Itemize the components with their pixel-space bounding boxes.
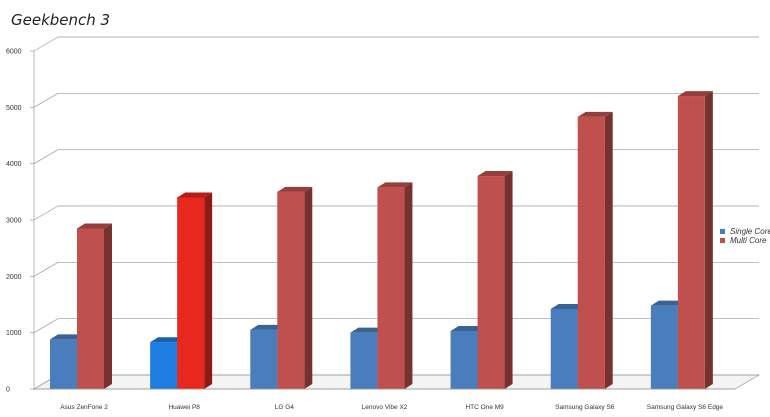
gridline-diag xyxy=(33,318,59,333)
y-tick-label: 3000 xyxy=(6,218,22,225)
bar-front xyxy=(350,332,378,389)
x-tick-label: LG G4 xyxy=(275,404,295,411)
bar-top xyxy=(77,223,112,229)
legend-swatch-single-core xyxy=(720,229,725,234)
x-tick-label: Huawei P8 xyxy=(168,404,200,411)
bar-top xyxy=(377,182,413,188)
bar-side xyxy=(604,111,613,389)
bar-side xyxy=(104,223,112,389)
x-tick-label: Samsung Galaxy S6 xyxy=(555,404,615,411)
legend-label-single-core: Single Core xyxy=(730,227,770,236)
bar-front xyxy=(677,96,705,390)
bar-front xyxy=(477,176,505,389)
bar-multi-core xyxy=(477,171,513,389)
chart-title: Geekbench 3 xyxy=(11,11,110,29)
bar-front xyxy=(50,339,77,389)
bar-multi-core xyxy=(377,182,413,389)
gridline-diag xyxy=(33,36,59,52)
bar-side xyxy=(204,192,213,389)
x-tick-label: Asus ZenFone 2 xyxy=(60,404,108,411)
bar-front xyxy=(550,309,578,389)
gridline-diag xyxy=(33,262,59,277)
x-tick-label: Samsung Galaxy S6 Edge xyxy=(647,404,724,411)
bar-front xyxy=(377,187,405,389)
y-tick-label: 6000 xyxy=(6,49,22,56)
bar-top xyxy=(177,192,213,198)
bar-side xyxy=(404,182,413,389)
bar-top xyxy=(250,324,286,330)
legend-swatch-multi-core xyxy=(720,238,725,243)
y-tick-label: 5000 xyxy=(6,105,22,112)
bar-multi-core xyxy=(577,111,613,389)
bar-top xyxy=(50,334,85,340)
bar-top xyxy=(350,327,386,333)
bar-top xyxy=(550,304,586,310)
bar-top xyxy=(477,171,513,177)
bar-multi-core xyxy=(177,192,213,389)
gridline-diag xyxy=(33,149,59,164)
bar-side xyxy=(704,91,713,390)
bar-front xyxy=(650,305,678,389)
x-tick-label: HTC One M9 xyxy=(465,404,504,411)
bar-top xyxy=(277,186,313,192)
bar-top xyxy=(577,111,613,117)
bar-top xyxy=(677,91,713,97)
bar-top xyxy=(650,300,686,306)
bar-front xyxy=(77,228,104,389)
y-tick-label: 4000 xyxy=(6,161,22,168)
bar-multi-core xyxy=(277,186,313,389)
y-tick-label: 1000 xyxy=(6,330,22,337)
gridline-diag xyxy=(33,205,59,221)
x-axis: Asus ZenFone 2 Huawei P8 LG G4 Lenovo Vibe … xyxy=(34,388,735,411)
bar-front xyxy=(177,197,205,389)
bar-top xyxy=(450,325,486,331)
bar-multi-core xyxy=(677,91,713,390)
bar-front xyxy=(250,329,278,389)
bar-front xyxy=(277,191,305,389)
x-tick-label: Lenovo Vibe X2 xyxy=(362,404,408,411)
gridline-diag xyxy=(33,93,59,108)
bar-top xyxy=(150,337,186,343)
bar-front xyxy=(577,116,605,389)
bars xyxy=(50,91,713,390)
legend: Single Core Multi Core xyxy=(720,227,770,245)
bar-front xyxy=(150,342,178,389)
bar-front xyxy=(450,330,478,389)
bar-side xyxy=(504,171,513,389)
legend-label-multi-core: Multi Core xyxy=(730,236,767,245)
bar-multi-core xyxy=(77,223,112,389)
y-tick-label: 2000 xyxy=(6,274,22,281)
y-tick-label: 0 xyxy=(6,387,10,394)
bar-side xyxy=(304,186,313,389)
y-axis: 0 1000 2000 3000 4000 5000 6000 xyxy=(6,49,35,394)
